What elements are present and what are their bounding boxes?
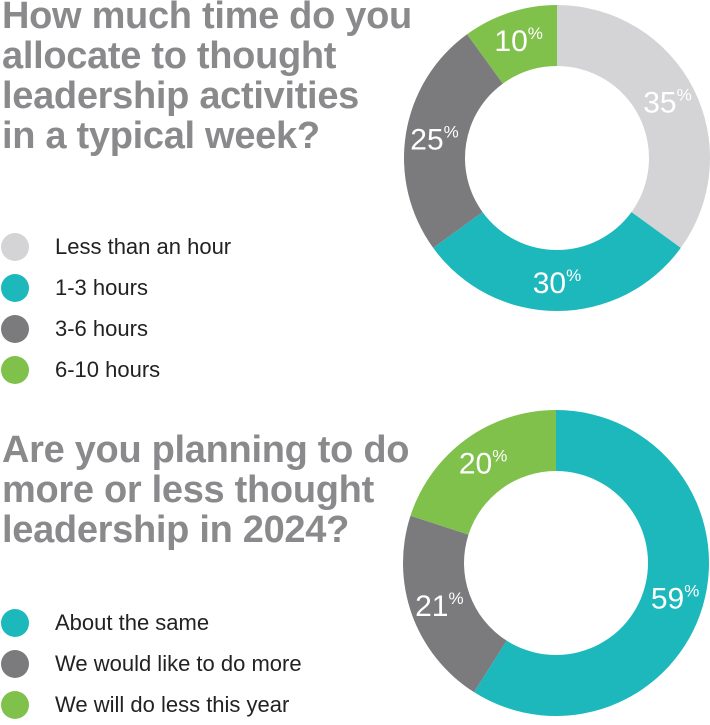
legend-item: 6-10 hours [0, 349, 231, 390]
chart-title-line: Are you planning to do [2, 429, 410, 471]
legend-label: 6-10 hours [55, 356, 161, 382]
legend-label: 1-3 hours [55, 274, 148, 300]
slice-value-label: 10% [494, 24, 543, 58]
donut-slice [557, 5, 710, 248]
chart-title-line: How much time do you [2, 0, 412, 37]
slice-value-label: 25% [410, 123, 459, 157]
legend-item: Less than an hour [0, 226, 231, 267]
legend-item: We would like to do more [0, 643, 302, 684]
donut-slice [403, 515, 507, 693]
legend-swatch [1, 273, 29, 302]
legend-item: 3-6 hours [0, 308, 231, 349]
legend-item: About the same [0, 602, 302, 643]
legend-label: About the same [55, 609, 210, 635]
chart-title-line: more or less thought [2, 469, 374, 511]
donut-slice [410, 410, 556, 535]
chart-title-line: in a typical week? [2, 115, 320, 157]
legend-swatch [1, 649, 29, 678]
donut-chart: 59% 21% 20% [403, 410, 709, 716]
chart-section-weekly-time: How much time do you allocate to thought… [0, 0, 710, 390]
chart-title-line: leadership activities [2, 75, 359, 117]
donut-chart: 35% 30% 25% 10% [404, 4, 710, 312]
slice-value-label: 21% [415, 589, 464, 623]
slice-value-label: 20% [459, 447, 508, 481]
legend-item: 1-3 hours [0, 267, 231, 308]
donut-slice [404, 34, 503, 248]
chart-title-line: leadership in 2024? [2, 509, 350, 551]
chart-title-line: allocate to thought [2, 35, 337, 77]
legend-label: 3-6 hours [55, 315, 148, 341]
legend-swatch [1, 355, 29, 384]
legend-label: We will do less this year [55, 691, 290, 717]
donut-slice [474, 410, 709, 716]
legend-swatch [1, 232, 29, 261]
chart-legend: About the same We would like to do more … [0, 602, 302, 725]
chart-legend: Less than an hour 1-3 hours 3-6 hours 6-… [0, 226, 231, 390]
legend-label: Less than an hour [55, 233, 232, 259]
chart-title: Are you planning to do more or less thou… [2, 429, 410, 551]
legend-swatch [1, 608, 29, 637]
slice-value-label: 35% [643, 86, 692, 120]
legend-swatch [1, 314, 29, 343]
slice-value-label: 59% [651, 582, 700, 616]
slice-value-label: 30% [533, 266, 582, 300]
chart-title: How much time do you allocate to thought… [2, 0, 412, 157]
donut-slice [467, 4, 557, 84]
legend-swatch [1, 690, 29, 719]
legend-label: We would like to do more [55, 650, 302, 676]
chart-section-plans-2024: Are you planning to do more or less thou… [0, 410, 710, 719]
legend-item: We will do less this year [0, 684, 302, 725]
donut-slice [433, 212, 681, 312]
